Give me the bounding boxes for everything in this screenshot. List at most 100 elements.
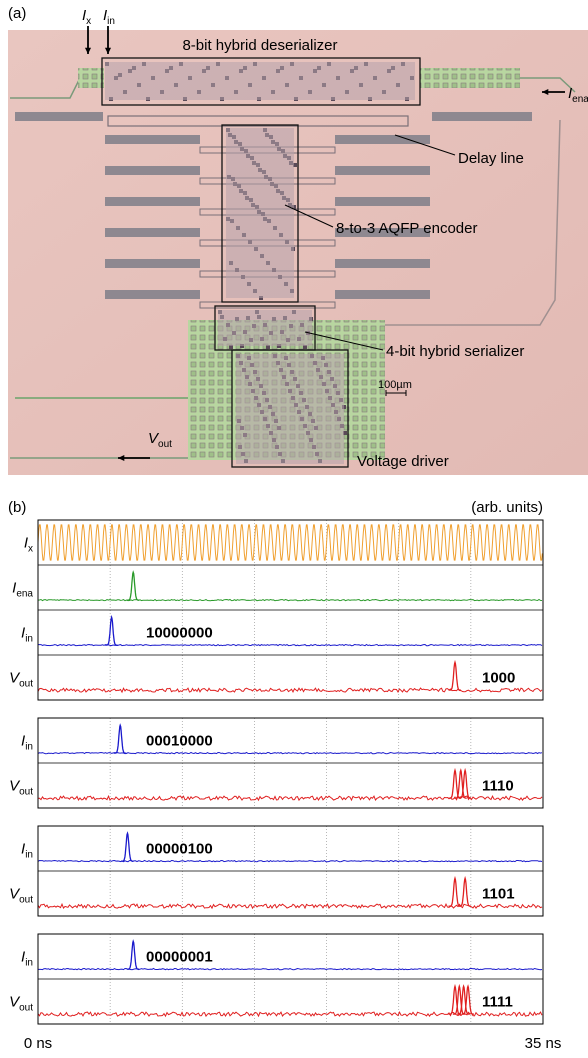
annotations: Ix Iin 8-bit hybrid deserializer Iena De… [82, 7, 588, 470]
junction [343, 431, 347, 435]
delay-bar [105, 197, 200, 206]
trace-baseline [37, 598, 543, 602]
arrow-head [104, 47, 112, 54]
pulse [458, 767, 472, 799]
annotation: Voltage driver [357, 453, 449, 470]
signal-label: Ix [82, 7, 91, 27]
pad-array [78, 68, 104, 88]
bit-code: 1101 [482, 886, 515, 903]
panel-label: (b) [8, 499, 26, 516]
junction [303, 345, 307, 349]
pulse [126, 939, 140, 970]
delay-bar [105, 166, 200, 175]
pad-array [420, 68, 520, 88]
x-tick-label: 35 ns [525, 1035, 562, 1052]
subscript: in [25, 634, 33, 645]
annotation: 8-bit hybrid deserializer [182, 37, 337, 54]
delay-bar [105, 290, 200, 299]
leader-line [304, 331, 384, 351]
subscript: in [25, 742, 33, 753]
pulse [113, 723, 127, 754]
delay-bar [15, 112, 103, 121]
trace-label: Ix [24, 535, 33, 555]
pulse [458, 875, 472, 907]
symbol: V [148, 430, 160, 447]
trace-label: Iin [21, 949, 33, 969]
symbol: I [82, 7, 86, 24]
plot-frame [37, 717, 544, 809]
subscript: x [28, 544, 33, 555]
arrow-head [542, 88, 549, 96]
micrograph [8, 26, 588, 475]
bit-code: 00000100 [146, 841, 213, 858]
delay-bar [335, 166, 430, 175]
trace-baseline [37, 687, 543, 694]
trace-label: Iin [21, 841, 33, 861]
delay-bar [107, 115, 409, 127]
trace-label: Vout [9, 778, 33, 798]
plot-frame [37, 825, 544, 917]
signal-label: Iena [568, 85, 588, 105]
delay-bar [335, 290, 430, 299]
bit-code: 1111 [482, 994, 513, 1011]
bit-code: 10000000 [146, 625, 213, 642]
bit-code: 00010000 [146, 733, 213, 750]
highlight-box [101, 57, 421, 106]
x-tick-label: 0 ns [24, 1035, 52, 1052]
symbol: I [21, 841, 25, 858]
subscript: out [19, 679, 33, 690]
symbol: I [21, 949, 25, 966]
subscript: ena [16, 589, 33, 600]
trace-baseline [38, 967, 543, 971]
bit-code: 00000001 [146, 949, 213, 966]
trace-label: Vout [9, 670, 33, 690]
subscript: out [19, 787, 33, 798]
subscript: x [86, 16, 91, 27]
trace-baseline [38, 643, 543, 647]
pulse [461, 984, 474, 1015]
pulse [448, 659, 461, 691]
leader-line [284, 204, 334, 228]
annotation: 4-bit hybrid serializer [386, 343, 524, 360]
pulse [448, 875, 461, 907]
symbol: V [9, 778, 21, 795]
bit-code: 1000 [482, 670, 515, 687]
symbol: V [9, 670, 21, 687]
signal-label: Iin [103, 7, 115, 27]
annotation: Delay line [458, 150, 524, 167]
trace-baseline [37, 859, 543, 863]
subscript: in [25, 958, 33, 969]
symbol: I [12, 580, 16, 597]
trace-label: Iin [21, 733, 33, 753]
junction [266, 345, 270, 349]
pulse [454, 768, 467, 799]
plot-frame [37, 933, 544, 1025]
delay-bar [335, 228, 430, 237]
symbol: V [9, 886, 21, 903]
symbol: I [21, 733, 25, 750]
symbol: I [24, 535, 28, 552]
pulse [457, 984, 470, 1015]
trace-label: Iin [21, 625, 33, 645]
trace-baseline [37, 1011, 543, 1018]
trace-label: Vout [9, 994, 33, 1014]
plot-frame [37, 519, 544, 701]
arrow-head [118, 454, 125, 462]
delay-bar [105, 228, 200, 237]
subscript: ena [572, 94, 588, 105]
junction [293, 163, 297, 167]
units-note: (arb. units) [471, 499, 543, 516]
pulse [121, 831, 134, 862]
circuit [218, 310, 312, 346]
wire [385, 119, 561, 326]
trace-baseline [37, 902, 543, 910]
trace-label: Iena [12, 580, 33, 600]
panel-label: (a) [8, 5, 26, 22]
symbol: I [21, 625, 25, 642]
highlight-box [221, 124, 299, 303]
pulse [126, 570, 140, 601]
delay-bar [335, 197, 430, 206]
subscript: in [25, 850, 33, 861]
